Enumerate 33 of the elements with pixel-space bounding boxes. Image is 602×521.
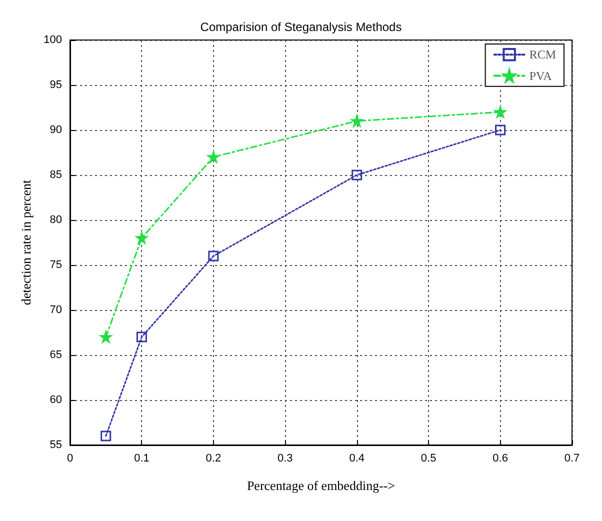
x-tick-label: 0.1 [134,452,150,464]
x-tick-label: 0.6 [492,452,508,464]
point [100,430,112,442]
y-tick-label: 90 [50,124,62,136]
point [352,170,362,180]
point [136,332,147,342]
legend-label: RCM [529,48,556,62]
x-tick-label: 0.4 [349,452,365,464]
y-tick-label: 80 [50,214,62,226]
y-tick-label: 85 [50,169,62,181]
y-tick-label: 75 [50,259,62,271]
chart-title: Comparision of Steganalysis Methods [200,20,402,34]
x-tick-label: 0.2 [206,452,222,464]
point [100,331,112,343]
x-tick-label: 0.7 [564,452,580,464]
x-axis-title: Percentage of embedding--> [246,478,396,493]
x-tick-label: 0.3 [277,452,293,464]
y-tick-label: 95 [50,79,62,91]
y-tick-label: 100 [44,34,62,46]
y-tick-label: 60 [50,394,62,406]
x-tick-label: 0 [66,452,74,464]
point [351,115,363,127]
legend-label: PVA [529,68,552,83]
y-tick-label: 55 [50,439,62,451]
point [136,232,148,244]
point [495,124,506,136]
point [494,106,506,118]
point [208,151,220,163]
x-tick-label: 0.5 [420,452,436,464]
y-axis-title: detection rate in percent [18,180,34,306]
y-tick-label: 70 [50,304,62,316]
y-tick-label: 65 [50,349,62,361]
point [208,250,219,262]
